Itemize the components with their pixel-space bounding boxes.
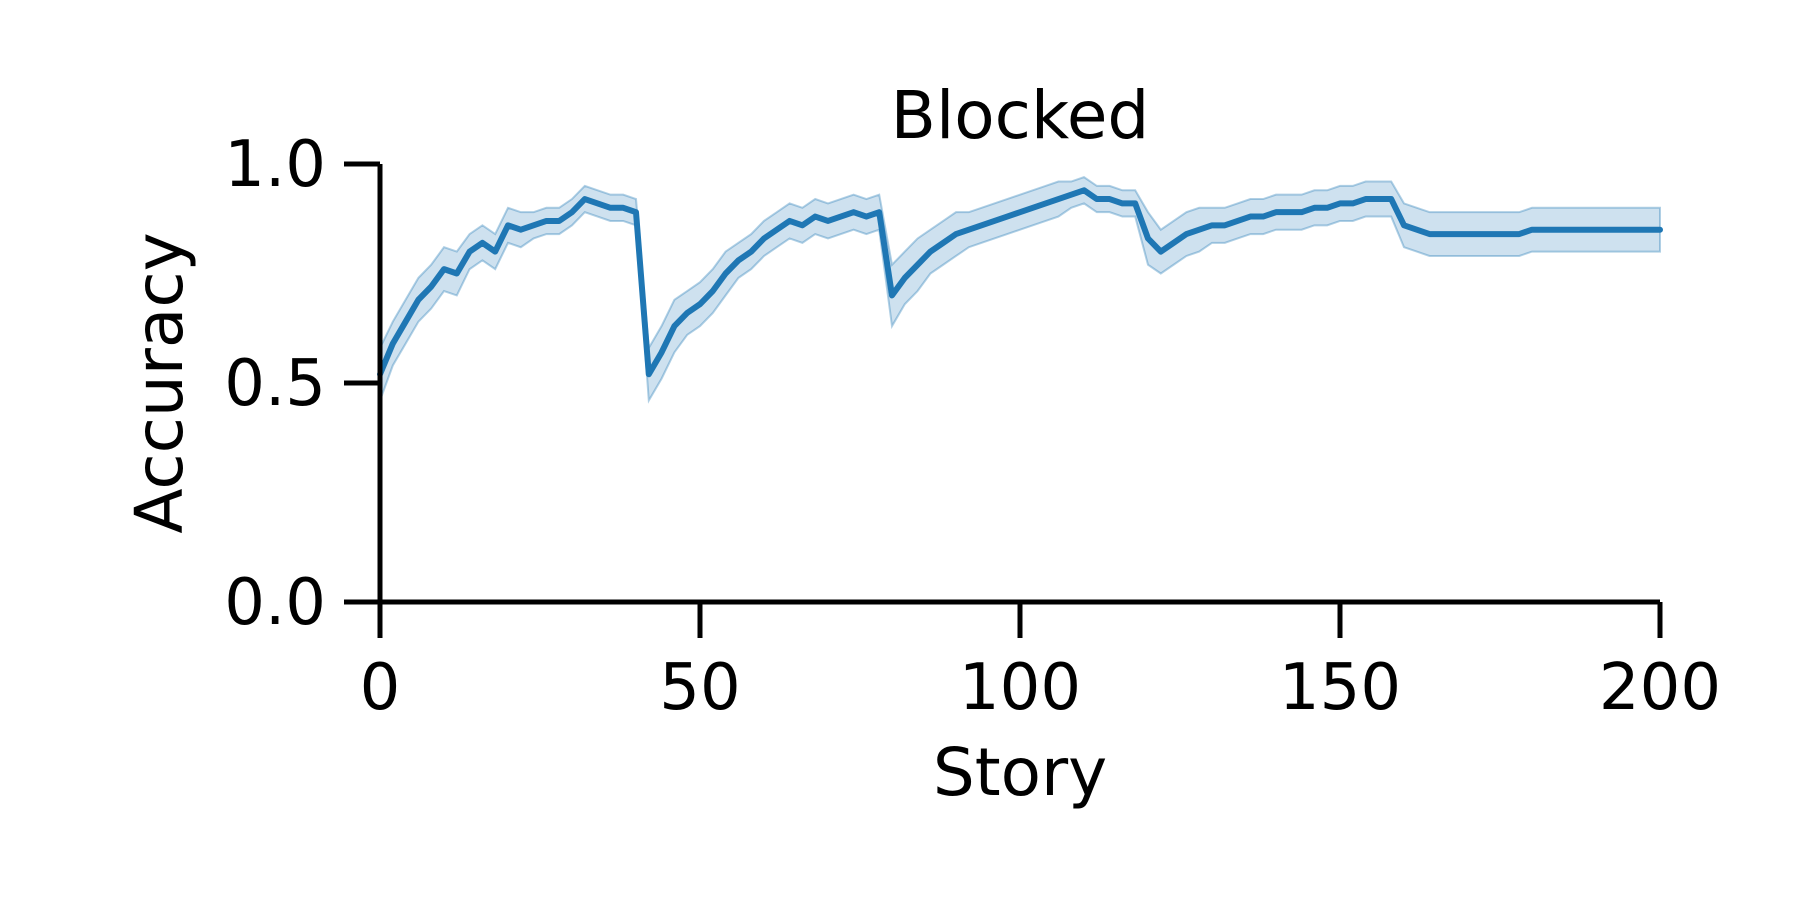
series-line xyxy=(377,187,1663,378)
x-tick-label: 200 xyxy=(1599,651,1721,725)
x-tick-label: 0 xyxy=(360,651,401,725)
x-tick-label: 100 xyxy=(959,651,1081,725)
y-axis-ticks: 0.0 0.5 1.0 xyxy=(224,128,380,640)
y-tick-label: 1.0 xyxy=(224,128,326,202)
series-line-layer xyxy=(377,187,1663,378)
chart-title: Blocked xyxy=(891,77,1150,154)
x-axis-label: Story xyxy=(933,734,1107,811)
x-tick-label: 150 xyxy=(1279,651,1401,725)
x-tick-label: 50 xyxy=(659,651,740,725)
x-axis-ticks: 0 50 100 150 200 xyxy=(360,602,1721,725)
y-axis-label: Accuracy xyxy=(121,232,198,533)
confidence-band xyxy=(379,176,1661,404)
y-tick-label: 0.5 xyxy=(224,347,326,421)
confidence-band-layer xyxy=(379,176,1661,404)
y-tick-label: 0.0 xyxy=(224,566,326,640)
